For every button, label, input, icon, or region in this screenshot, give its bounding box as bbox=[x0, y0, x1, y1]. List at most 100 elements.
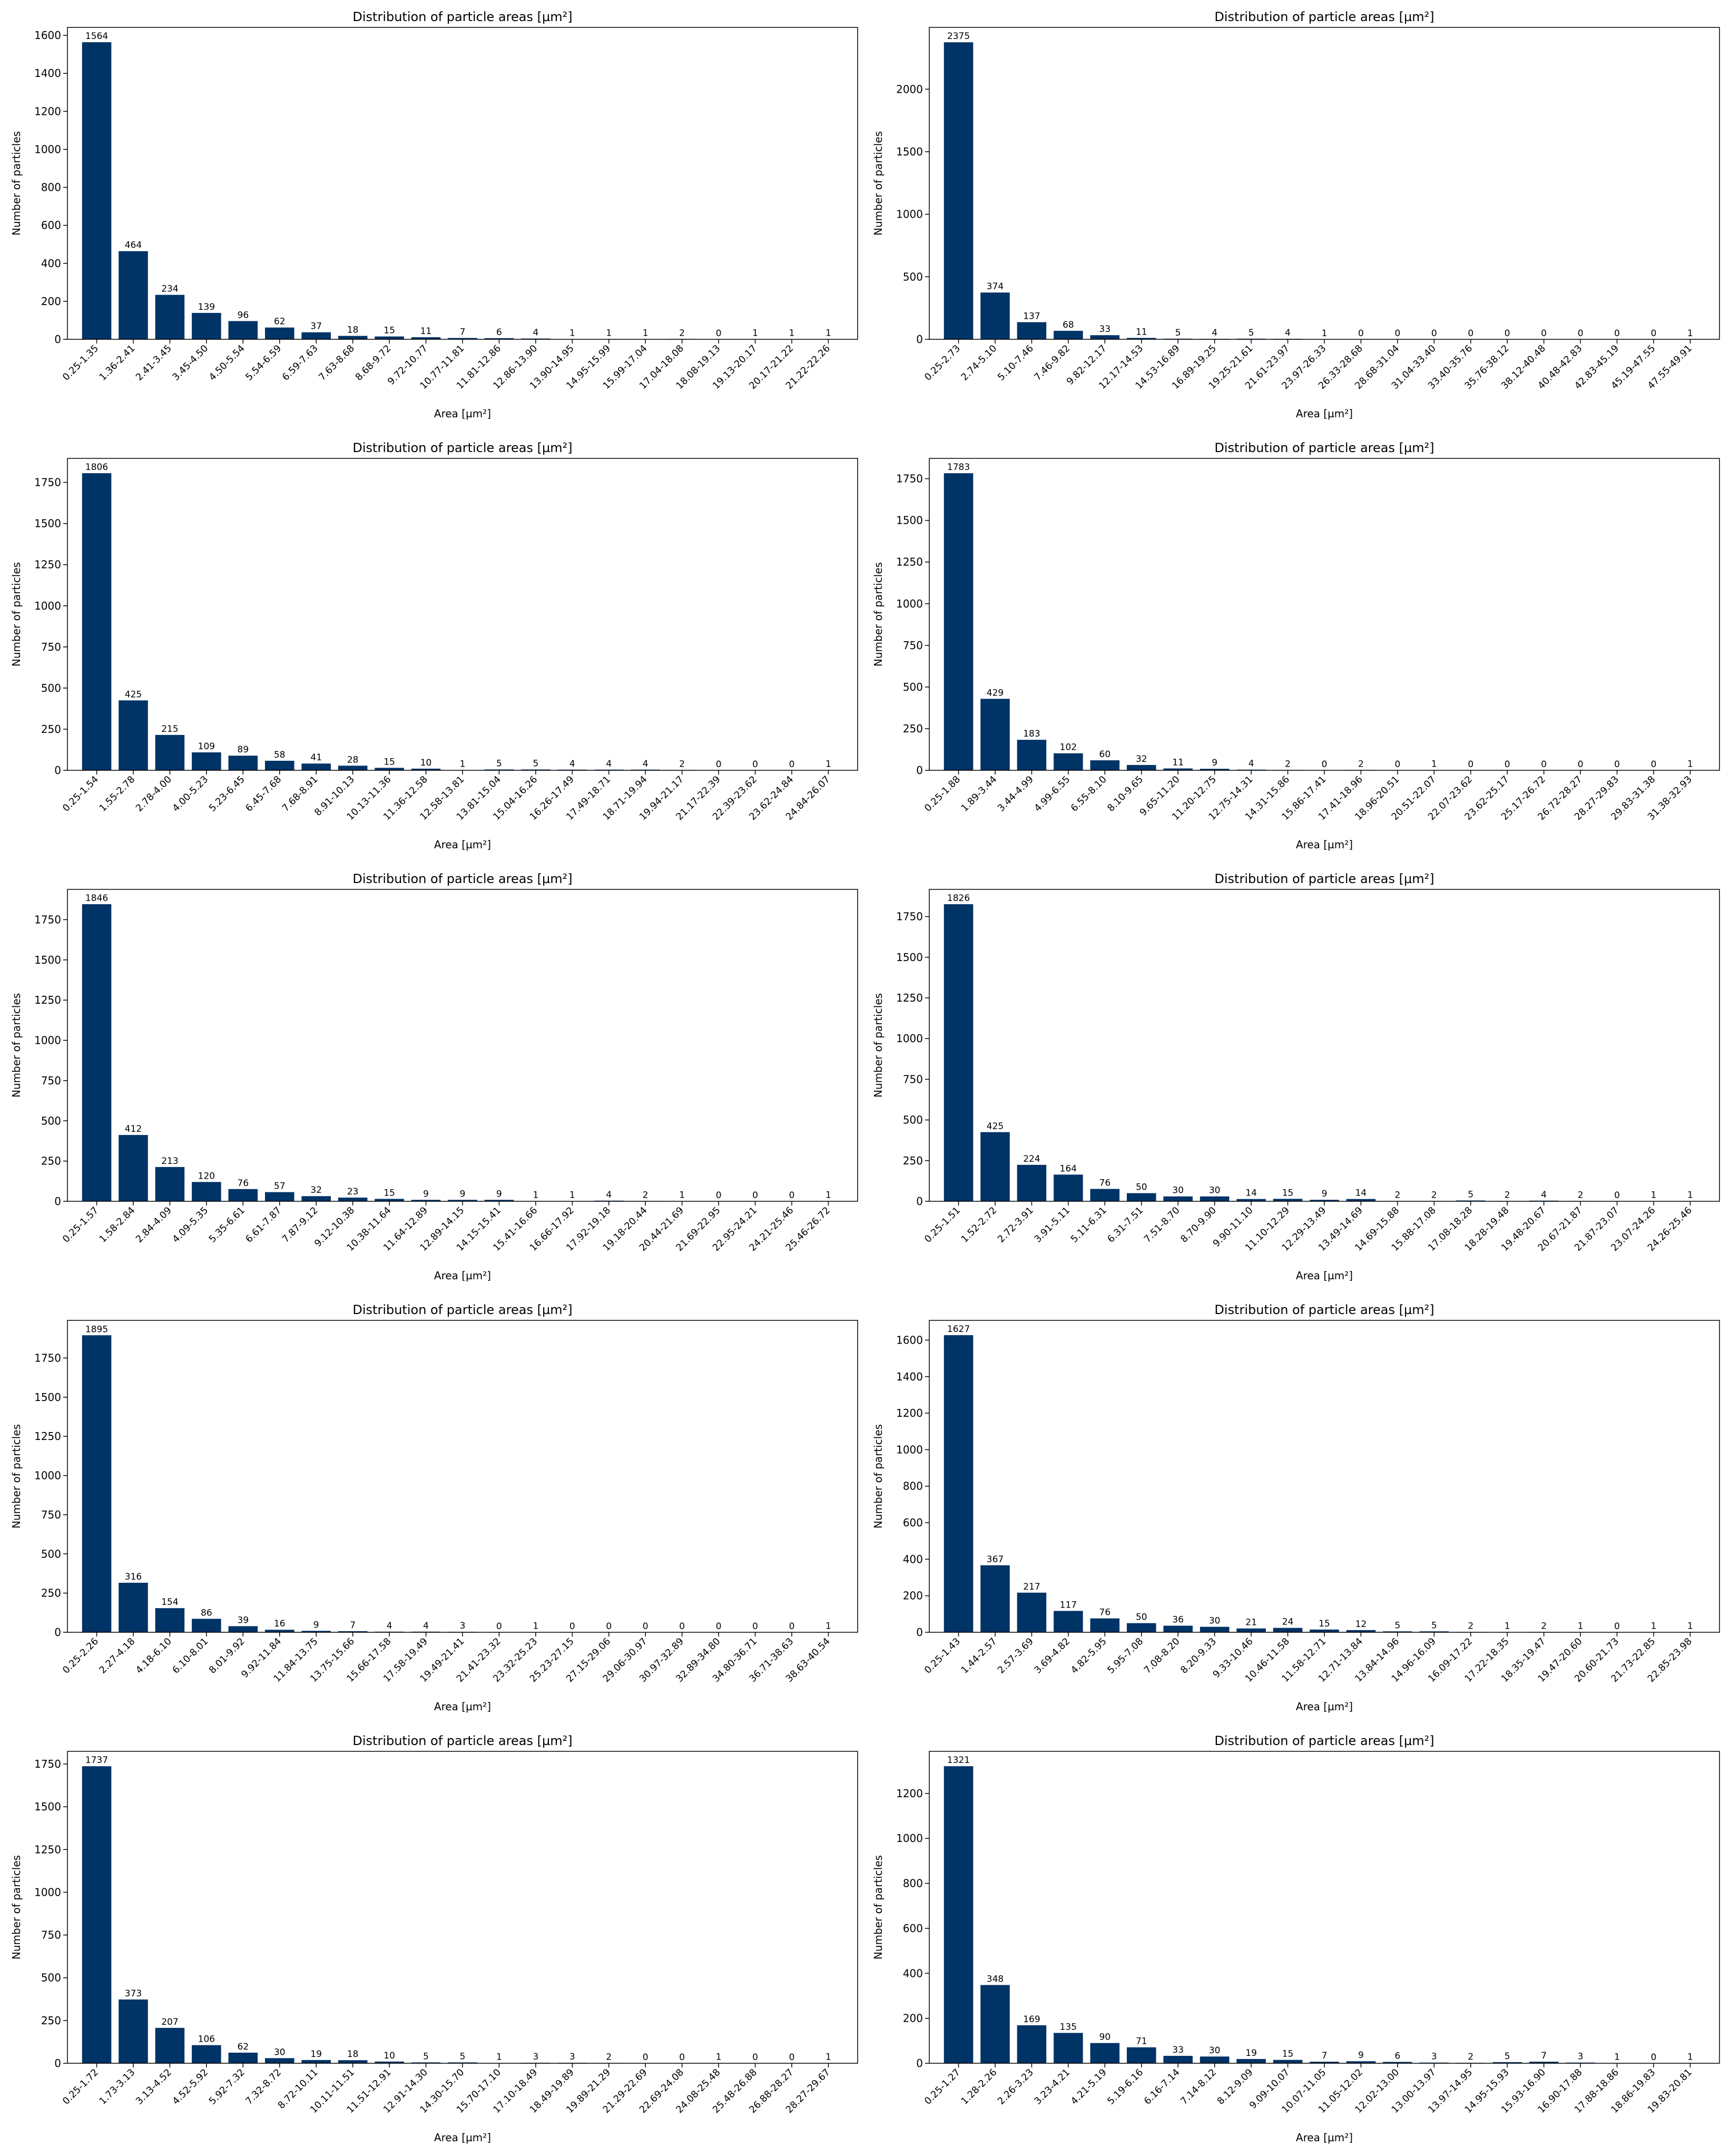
chart-title: Distribution of particle areas [µm²] bbox=[1214, 1733, 1434, 1748]
bar-value-label: 9 bbox=[496, 1189, 502, 1199]
bar-value-label: 213 bbox=[161, 1156, 178, 1167]
bar bbox=[338, 336, 368, 339]
bar-value-label: 9 bbox=[460, 1189, 466, 1199]
bar bbox=[192, 1182, 221, 1201]
y-tick-label: 600 bbox=[903, 1922, 923, 1935]
y-tick-label: 750 bbox=[41, 1929, 61, 1942]
chart-title: Distribution of particle areas [µm²] bbox=[1214, 440, 1434, 455]
y-tick-label: 750 bbox=[41, 1074, 61, 1087]
y-tick-label: 750 bbox=[903, 639, 923, 652]
y-tick-label: 1000 bbox=[896, 1832, 923, 1845]
y-tick-label: 1750 bbox=[34, 1351, 61, 1364]
bar bbox=[1054, 331, 1083, 339]
bar-value-label: 5 bbox=[1505, 2051, 1510, 2062]
bar-value-label: 429 bbox=[987, 688, 1004, 698]
bar-value-label: 33 bbox=[1099, 324, 1111, 335]
bar-value-label: 5 bbox=[533, 758, 538, 769]
y-tick-label: 250 bbox=[903, 722, 923, 735]
bar-value-label: 1 bbox=[496, 2052, 502, 2063]
y-tick-label: 200 bbox=[903, 2012, 923, 2025]
bar-value-label: 3 bbox=[1431, 2052, 1437, 2062]
bar bbox=[1017, 322, 1047, 339]
bar-value-label: 1 bbox=[825, 2052, 831, 2063]
bar-value-label: 16 bbox=[274, 1619, 286, 1629]
plot-frame bbox=[67, 889, 858, 1201]
bar bbox=[265, 2058, 294, 2063]
bar bbox=[1054, 2033, 1083, 2063]
bar-value-label: 0 bbox=[1651, 328, 1657, 339]
bar-value-label: 9 bbox=[1358, 2050, 1364, 2061]
bar-value-label: 1 bbox=[1431, 759, 1437, 770]
bar-value-label: 164 bbox=[1060, 1163, 1077, 1174]
bar bbox=[944, 1335, 974, 1632]
y-tick-label: 500 bbox=[41, 1972, 61, 1984]
chart-title: Distribution of particle areas [µm²] bbox=[352, 1302, 572, 1317]
bar-value-label: 0 bbox=[1505, 328, 1510, 339]
x-tick-label: 3.13-4.52 bbox=[134, 2067, 174, 2107]
bar-value-label: 12 bbox=[1355, 1619, 1367, 1630]
y-tick-label: 0 bbox=[916, 1626, 923, 1639]
y-tick-label: 750 bbox=[41, 1508, 61, 1521]
bar-value-label: 1 bbox=[1614, 2052, 1620, 2063]
bar-value-label: 0 bbox=[716, 759, 722, 770]
y-tick-label: 0 bbox=[916, 1195, 923, 1208]
bar-value-label: 9 bbox=[423, 1189, 429, 1199]
bar-value-label: 0 bbox=[1431, 328, 1437, 339]
bar-value-label: 425 bbox=[125, 689, 142, 700]
bar-value-label: 96 bbox=[238, 310, 249, 320]
y-axis-label: Number of particles bbox=[872, 131, 884, 236]
bar-value-label: 1783 bbox=[947, 462, 970, 473]
y-tick-label: 1000 bbox=[34, 1034, 61, 1047]
bar bbox=[192, 2045, 221, 2063]
y-tick-label: 250 bbox=[41, 1155, 61, 1168]
bar bbox=[1017, 2025, 1047, 2063]
chart-title: Distribution of particle areas [µm²] bbox=[352, 9, 572, 24]
bar bbox=[265, 1192, 294, 1201]
y-tick-label: 750 bbox=[903, 1073, 923, 1085]
bar-value-label: 0 bbox=[1614, 328, 1620, 339]
x-tick-label: 0.25-2.73 bbox=[922, 343, 962, 383]
bar bbox=[301, 2060, 331, 2063]
bar-value-label: 1806 bbox=[85, 462, 108, 473]
x-tick-label: 4.09-5.35 bbox=[170, 1205, 210, 1245]
y-tick-label: 0 bbox=[54, 2057, 61, 2070]
bar-value-label: 1321 bbox=[947, 1755, 970, 1766]
bar-value-label: 154 bbox=[161, 1597, 178, 1608]
bar-value-label: 50 bbox=[1136, 1182, 1147, 1193]
y-tick-label: 1200 bbox=[896, 1787, 923, 1800]
bar-value-label: 169 bbox=[1023, 2014, 1040, 2025]
bar bbox=[301, 763, 331, 770]
y-tick-label: 1500 bbox=[896, 514, 923, 527]
bar-value-label: 23 bbox=[347, 1187, 359, 1197]
bar-value-label: 11 bbox=[420, 326, 432, 337]
bar bbox=[1090, 1189, 1120, 1201]
bar-value-label: 0 bbox=[1651, 759, 1657, 770]
x-tick-label: 0.25-1.72 bbox=[61, 2067, 101, 2107]
bar-value-label: 1737 bbox=[85, 1755, 108, 1766]
bar-value-label: 89 bbox=[238, 744, 249, 755]
bar-value-label: 183 bbox=[1023, 729, 1040, 739]
bar-value-label: 5 bbox=[1468, 1189, 1473, 1200]
bar-value-label: 0 bbox=[752, 2052, 758, 2063]
bar-value-label: 39 bbox=[238, 1615, 249, 1625]
bar-value-label: 1 bbox=[825, 1621, 831, 1632]
bar-value-label: 1 bbox=[1322, 328, 1328, 339]
bar bbox=[229, 1189, 258, 1201]
bar-value-label: 1627 bbox=[947, 1324, 970, 1335]
bar-value-label: 30 bbox=[1209, 2045, 1221, 2056]
y-tick-label: 400 bbox=[903, 1967, 923, 1979]
y-tick-label: 0 bbox=[916, 2057, 923, 2070]
bar-value-label: 0 bbox=[752, 1621, 758, 1632]
bar-value-label: 32 bbox=[310, 1185, 322, 1195]
bar-value-label: 6 bbox=[496, 327, 502, 338]
bar-value-label: 36 bbox=[1172, 1615, 1184, 1625]
bar bbox=[338, 766, 368, 770]
bar-value-label: 0 bbox=[716, 1621, 722, 1632]
x-tick-label: 5.95-7.08 bbox=[1105, 1636, 1145, 1676]
bar-value-label: 30 bbox=[1209, 1616, 1221, 1626]
chart-title: Distribution of particle areas [µm²] bbox=[1214, 1302, 1434, 1317]
bar-value-label: 217 bbox=[1023, 1582, 1040, 1592]
bar-value-label: 2 bbox=[679, 328, 685, 338]
bar bbox=[1236, 1629, 1266, 1632]
x-tick-label: 5.11-6.31 bbox=[1069, 1205, 1109, 1245]
